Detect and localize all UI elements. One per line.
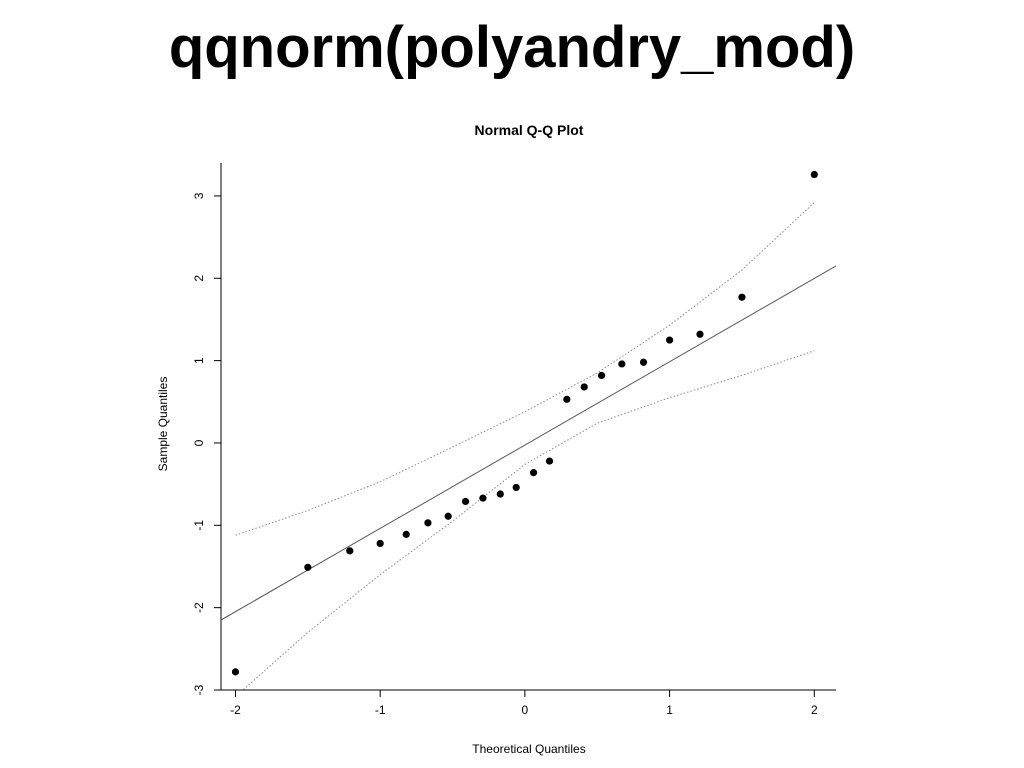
x-tick-label: 1 xyxy=(666,703,673,717)
data-point xyxy=(597,371,606,380)
data-point xyxy=(545,457,554,465)
reference-line xyxy=(221,265,836,621)
data-point xyxy=(512,483,520,492)
x-tick-label: -2 xyxy=(230,703,241,717)
slide-title: qqnorm(polyandry_mod) xyxy=(168,15,856,80)
data-point xyxy=(665,336,674,344)
y-tick-label: -3 xyxy=(192,684,206,695)
data-point xyxy=(810,170,818,179)
data-point xyxy=(563,395,571,403)
data-point xyxy=(346,547,354,555)
y-tick-label: 2 xyxy=(192,275,206,282)
x-tick-label: 0 xyxy=(522,703,529,717)
data-point xyxy=(304,563,312,571)
data-point xyxy=(424,519,432,527)
y-tick-label: 1 xyxy=(192,357,206,364)
y-tick-label: -2 xyxy=(192,602,206,613)
data-point xyxy=(376,539,384,548)
axes: -2 -1 0 1 2 -3 -2 -1 0 1 2 3 xyxy=(192,163,836,717)
data-point xyxy=(738,293,746,301)
x-tick-label: 2 xyxy=(811,703,818,717)
reference-line-group xyxy=(221,265,836,621)
y-tick-label: -1 xyxy=(192,520,206,531)
data-point xyxy=(479,494,487,502)
confidence-band-upper xyxy=(235,202,815,536)
data-point xyxy=(580,383,588,391)
confidence-bands xyxy=(235,202,815,690)
plot-title: Normal Q-Q Plot xyxy=(475,122,584,138)
data-point xyxy=(696,330,704,338)
data-point xyxy=(639,358,648,366)
data-point xyxy=(231,668,240,676)
y-axis-label: Sample Quantiles xyxy=(156,377,170,472)
data-point xyxy=(496,490,504,498)
data-points xyxy=(231,170,818,676)
data-point xyxy=(402,530,410,538)
y-tick-label: 3 xyxy=(192,192,206,199)
confidence-band-lower xyxy=(242,350,815,690)
data-point xyxy=(529,469,538,477)
x-axis-label: Theoretical Quantiles xyxy=(472,742,585,756)
data-point xyxy=(461,497,470,506)
data-point xyxy=(618,360,626,368)
data-point xyxy=(444,512,452,520)
x-tick-label: -1 xyxy=(375,703,386,717)
y-tick-label: 0 xyxy=(192,439,206,446)
